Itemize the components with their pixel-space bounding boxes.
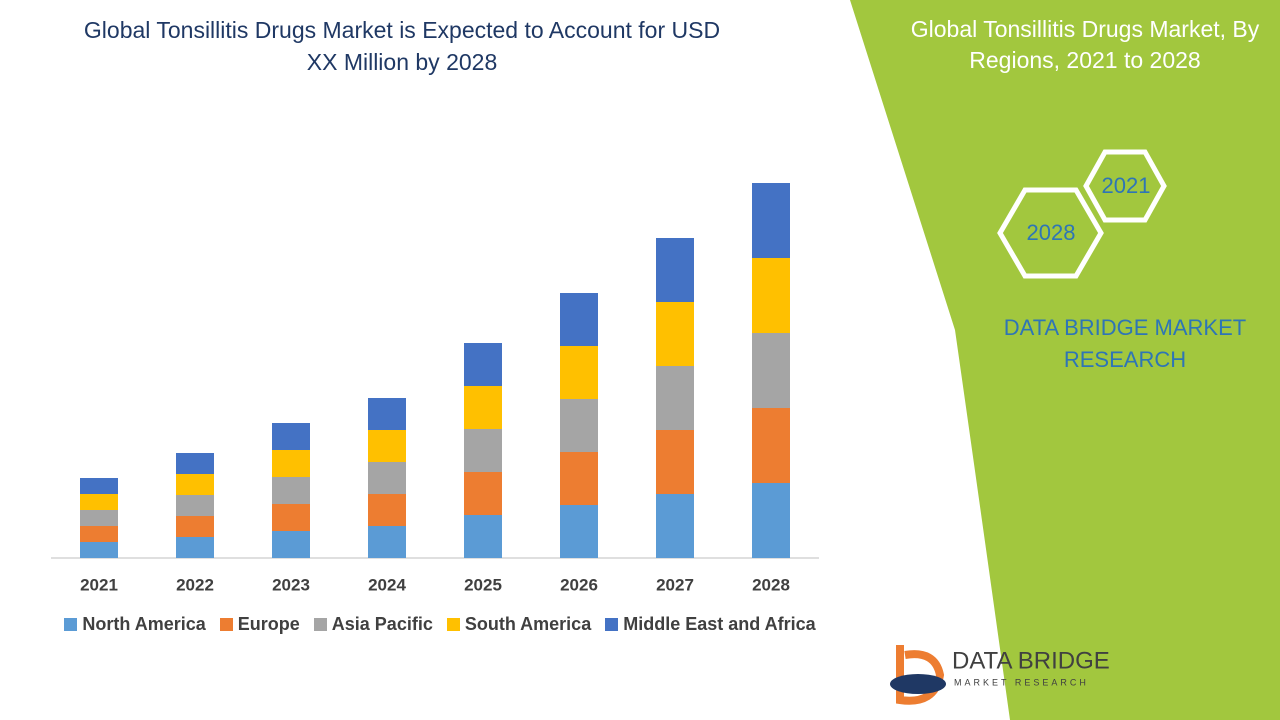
legend-label: North America xyxy=(82,614,206,634)
bar-segment xyxy=(656,430,694,494)
bar-segment xyxy=(752,258,790,333)
hexagon xyxy=(1083,149,1167,223)
bar-segment xyxy=(80,542,118,558)
bar-segment xyxy=(272,477,310,504)
bar-segment xyxy=(80,494,118,510)
bar-segment xyxy=(656,302,694,366)
logo-icon xyxy=(890,674,946,694)
hexagon-label: 2021 xyxy=(1102,173,1151,198)
chart-title: Global Tonsillitis Drugs Market is Expec… xyxy=(83,17,721,75)
bar-segment xyxy=(560,399,598,452)
legend-item: South America xyxy=(446,614,592,635)
bar-segment xyxy=(368,462,406,494)
x-tick-label: 2023 xyxy=(272,575,310,594)
plot: 2021 2022 2023 2024 2025 2026 2027 2028 xyxy=(51,183,819,594)
bar-segment xyxy=(176,474,214,495)
bar-segment xyxy=(176,453,214,474)
bar-segment xyxy=(560,452,598,505)
legend-label: South America xyxy=(464,614,592,634)
bar-segment xyxy=(176,537,214,558)
legend-item: North America xyxy=(64,614,206,635)
x-tick-label: 2025 xyxy=(464,575,502,594)
legend-swatch xyxy=(605,618,619,631)
legend-label: Middle East and Africa xyxy=(623,614,816,634)
panel-title: Global Tonsillitis Drugs Market, By Regi… xyxy=(910,16,1260,73)
bar-segment xyxy=(80,510,118,526)
bar-segment xyxy=(368,494,406,526)
bar-segment xyxy=(752,183,790,258)
logo-tagline: MARKET RESEARCH xyxy=(954,677,1089,687)
legend-label: Asia Pacific xyxy=(331,614,433,634)
bar-segment xyxy=(272,423,310,450)
x-tick-label: 2028 xyxy=(752,575,790,594)
x-tick-label: 2024 xyxy=(368,575,406,594)
legend: North America Europe Asia Pacific South Ame… xyxy=(40,614,840,635)
bar-segment xyxy=(176,516,214,537)
bar-segment xyxy=(272,450,310,477)
bar-segment xyxy=(464,472,502,515)
x-tick-label: 2022 xyxy=(176,575,214,594)
logo-icon xyxy=(896,645,945,705)
bar-segment xyxy=(464,429,502,472)
bar-segment xyxy=(656,366,694,430)
logo-name: DATA BRIDGE xyxy=(952,647,1110,674)
legend-label: Europe xyxy=(237,614,300,634)
bar-segment xyxy=(464,386,502,429)
bar-segment xyxy=(560,505,598,558)
legend-swatch xyxy=(219,618,233,631)
legend-swatch xyxy=(64,618,78,631)
x-tick-label: 2021 xyxy=(80,575,118,594)
bar-segment xyxy=(752,483,790,558)
x-tick-label: 2027 xyxy=(656,575,694,594)
legend-swatch xyxy=(313,618,327,631)
side-panel-bg xyxy=(850,0,1280,720)
bar-segment xyxy=(560,346,598,399)
bar-segment xyxy=(560,293,598,346)
legend-item: Asia Pacific xyxy=(313,614,433,635)
bar-segment xyxy=(464,343,502,386)
legend-swatch xyxy=(446,618,460,631)
legend-item: Middle East and Africa xyxy=(605,614,816,635)
bar-segment xyxy=(656,238,694,302)
bar-segment xyxy=(368,430,406,462)
bar-segment xyxy=(368,526,406,558)
legend-item: Europe xyxy=(219,614,300,635)
brand: DATA BRIDGE MARKET RESEARCH xyxy=(1003,315,1247,372)
bar-segment xyxy=(272,531,310,558)
hexagon xyxy=(997,187,1104,279)
bar-segment xyxy=(80,478,118,494)
x-tick-label: 2026 xyxy=(560,575,598,594)
bar-segment xyxy=(752,408,790,483)
bar-segment xyxy=(176,495,214,516)
bar-segment xyxy=(368,398,406,430)
bar-segment xyxy=(752,333,790,408)
hexagon-label: 2028 xyxy=(1027,220,1076,245)
bar-segment xyxy=(464,515,502,558)
bar-segment xyxy=(272,504,310,531)
bar-segment xyxy=(656,494,694,558)
bar-segment xyxy=(80,526,118,542)
